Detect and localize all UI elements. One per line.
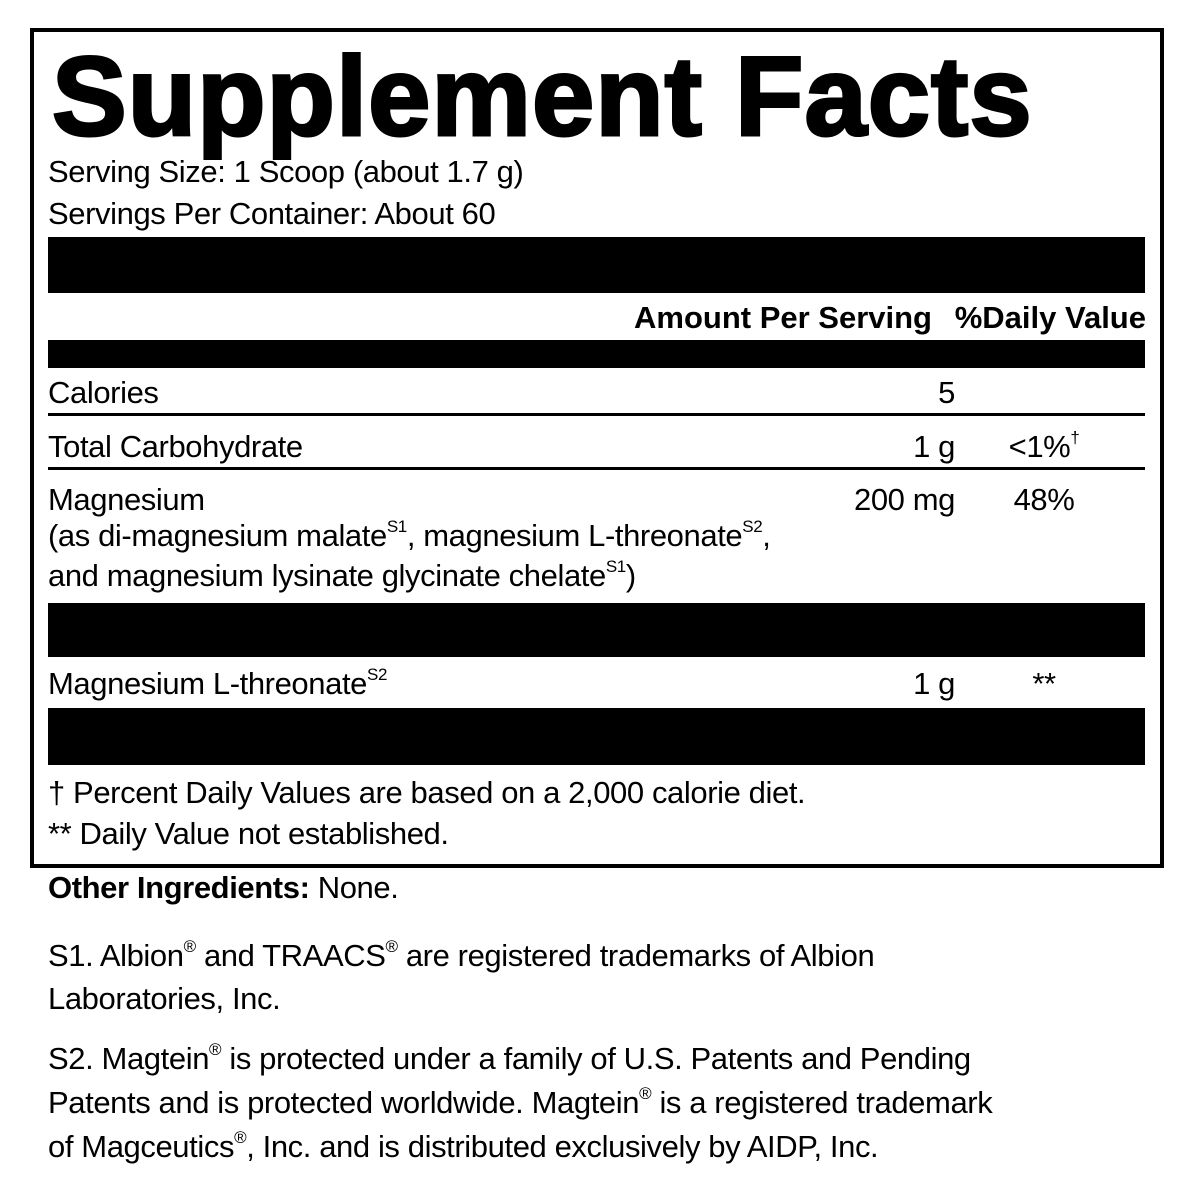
footnote-dv: † Percent Daily Values are based on a 2,… <box>48 775 806 810</box>
serving-size: Serving Size: 1 Scoop (about 1.7 g) <box>48 154 524 189</box>
row-magnesium-detail-2: and magnesium lysinate glycinate chelate… <box>48 557 636 594</box>
row-magnesium-dv: 48% <box>1013 482 1075 517</box>
row-rule <box>48 467 1145 470</box>
divider-bar <box>48 237 1145 293</box>
note-s2-line1: S2. Magtein® is protected under a family… <box>48 1040 971 1077</box>
header-daily-value: %Daily Value <box>954 300 1146 335</box>
supplement-facts-panel: Supplement Facts Serving Size: 1 Scoop (… <box>30 28 1164 868</box>
note-s1-line2: Laboratories, Inc. <box>48 981 281 1016</box>
divider-bar <box>48 340 1145 368</box>
note-s1-line1: S1. Albion® and TRAACS® are registered t… <box>48 937 875 974</box>
row-threonate-name: Magnesium L-threonateS2 <box>48 665 388 702</box>
divider-bar <box>48 708 1145 765</box>
note-s2-line3: of Magceutics®, Inc. and is distributed … <box>48 1128 879 1165</box>
header-amount: Amount Per Serving <box>634 300 932 335</box>
row-magnesium-name: Magnesium <box>48 482 205 517</box>
row-rule <box>48 413 1145 416</box>
panel-title: Supplement Facts <box>51 33 1034 161</box>
row-magnesium-detail-1: (as di-magnesium malateS1, magnesium L-t… <box>48 517 771 554</box>
footnote-not-established: ** Daily Value not established. <box>48 816 449 851</box>
divider-bar <box>48 603 1145 657</box>
note-s2-line2: Patents and is protected worldwide. Magt… <box>48 1084 993 1121</box>
row-magnesium-amount: 200 mg <box>854 482 955 517</box>
servings-per-container: Servings Per Container: About 60 <box>48 196 496 231</box>
row-carb-dv: <1%† <box>1008 428 1080 465</box>
row-threonate-dv: ** <box>1032 666 1056 701</box>
row-carb-name: Total Carbohydrate <box>48 429 303 464</box>
row-carb-amount: 1 g <box>913 429 955 464</box>
other-ingredients: Other Ingredients: None. <box>48 870 399 905</box>
row-threonate-amount: 1 g <box>913 666 955 701</box>
row-calories-name: Calories <box>48 375 159 410</box>
row-calories-amount: 5 <box>938 375 955 410</box>
